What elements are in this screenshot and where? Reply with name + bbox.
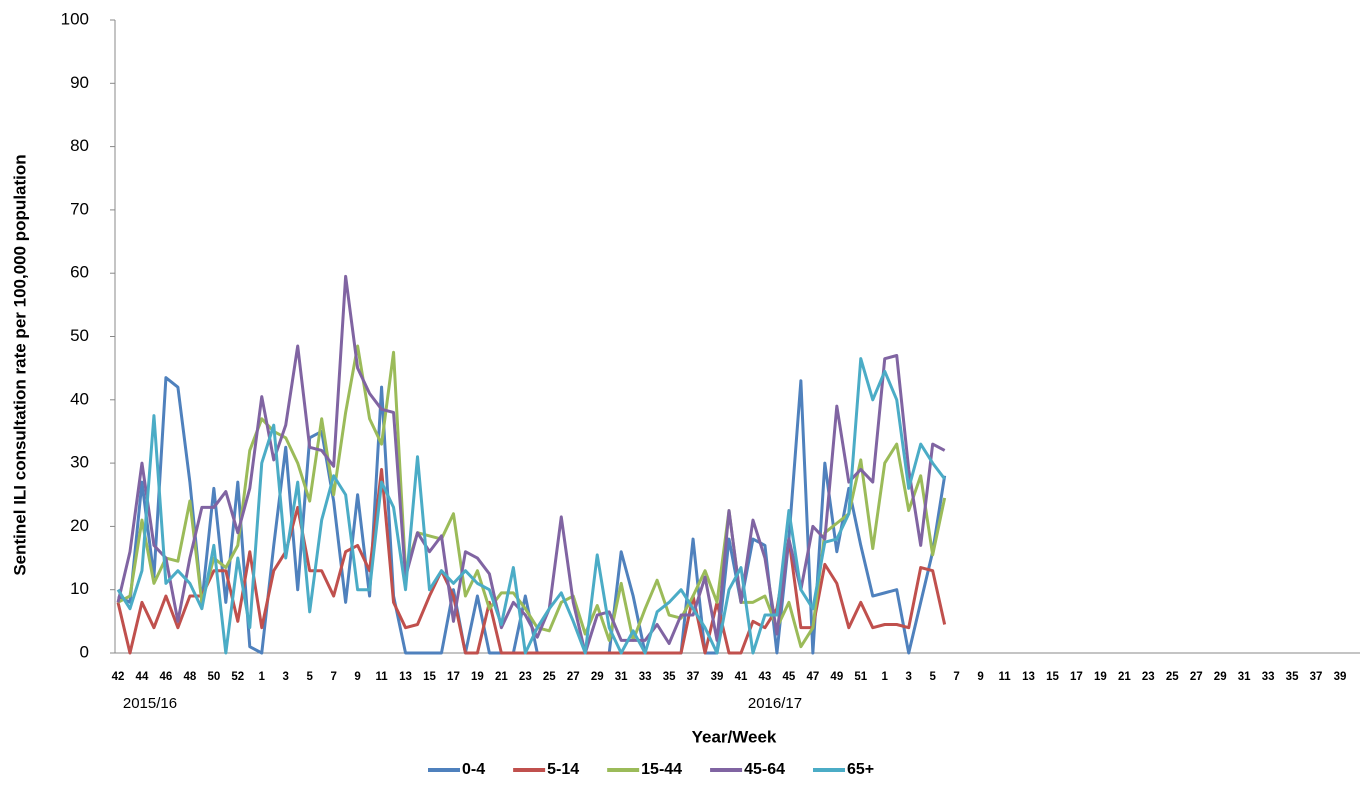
x-tick-label: 3 xyxy=(906,671,912,683)
y-tick-label: 10 xyxy=(70,579,89,598)
y-axis-title: Sentinel ILI consultation rate per 100,0… xyxy=(10,154,29,575)
x-tick-label: 49 xyxy=(830,671,843,683)
x-tick-label: 39 xyxy=(711,671,724,683)
x-tick-label: 11 xyxy=(375,671,388,683)
x-tick-label: 19 xyxy=(471,671,484,683)
x-tick-label: 23 xyxy=(1142,671,1155,683)
x-tick-label: 39 xyxy=(1334,671,1347,683)
y-tick-label: 30 xyxy=(70,453,89,472)
x-tick-label: 17 xyxy=(447,671,460,683)
y-tick-label: 50 xyxy=(70,326,89,345)
legend-label: 65+ xyxy=(847,761,874,778)
x-tick-label: 5 xyxy=(929,671,936,683)
x-tick-label: 31 xyxy=(615,671,628,683)
period-label: 2016/17 xyxy=(748,695,802,712)
x-axis-title: Year/Week xyxy=(692,727,777,746)
y-tick-label: 80 xyxy=(70,136,89,155)
x-tick-label: 1 xyxy=(259,671,266,683)
series-line xyxy=(116,357,946,655)
x-tick-label: 42 xyxy=(112,671,125,683)
x-tick-label: 25 xyxy=(543,671,556,683)
x-tick-label: 44 xyxy=(136,671,149,683)
x-tick-label: 7 xyxy=(953,671,959,683)
y-tick-label: 40 xyxy=(70,389,89,408)
x-tick-label: 29 xyxy=(591,671,604,683)
x-tick-label: 15 xyxy=(423,671,436,683)
x-tick-label: 33 xyxy=(1262,671,1275,683)
series-line xyxy=(116,467,947,655)
series-line xyxy=(116,274,946,655)
x-tick-label: 21 xyxy=(1118,671,1131,683)
y-tick-label: 90 xyxy=(70,73,89,92)
x-tick-label: 29 xyxy=(1214,671,1227,683)
x-tick-label: 7 xyxy=(330,671,336,683)
x-tick-label: 45 xyxy=(783,671,796,683)
x-tick-label: 37 xyxy=(687,671,700,683)
x-tick-label: 11 xyxy=(998,671,1011,683)
x-tick-label: 25 xyxy=(1166,671,1179,683)
legend-label: 0-4 xyxy=(462,761,485,778)
x-tick-label: 23 xyxy=(519,671,532,683)
legend-label: 45-64 xyxy=(744,761,785,778)
x-tick-label: 15 xyxy=(1046,671,1059,683)
x-tick-label: 3 xyxy=(283,671,289,683)
x-tick-label: 47 xyxy=(806,671,819,683)
x-tick-label: 51 xyxy=(854,671,867,683)
x-tick-label: 13 xyxy=(1022,671,1035,683)
legend-label: 15-44 xyxy=(641,761,682,778)
x-tick-label: 9 xyxy=(354,671,360,683)
x-tick-label: 35 xyxy=(663,671,676,683)
x-tick-label: 1 xyxy=(882,671,889,683)
y-tick-label: 20 xyxy=(70,516,89,535)
x-tick-label: 35 xyxy=(1286,671,1299,683)
x-tick-label: 27 xyxy=(1190,671,1203,683)
x-tick-label: 37 xyxy=(1310,671,1323,683)
legend-label: 5-14 xyxy=(547,761,579,778)
x-tick-label: 9 xyxy=(977,671,983,683)
x-tick-label: 13 xyxy=(399,671,412,683)
x-tick-label: 48 xyxy=(183,671,196,683)
x-tick-label: 17 xyxy=(1070,671,1083,683)
x-tick-label: 21 xyxy=(495,671,508,683)
x-tick-label: 31 xyxy=(1238,671,1251,683)
x-tick-label: 50 xyxy=(207,671,220,683)
y-tick-label: 100 xyxy=(61,9,89,28)
x-tick-label: 43 xyxy=(759,671,772,683)
y-tick-label: 70 xyxy=(70,199,89,218)
x-tick-label: 27 xyxy=(567,671,580,683)
x-tick-label: 41 xyxy=(735,671,748,683)
x-tick-label: 19 xyxy=(1094,671,1107,683)
y-tick-label: 0 xyxy=(80,642,89,661)
y-tick-label: 60 xyxy=(70,263,89,282)
period-label: 2015/16 xyxy=(123,695,177,712)
x-tick-label: 33 xyxy=(639,671,652,683)
x-tick-label: 46 xyxy=(160,671,173,683)
x-tick-label: 52 xyxy=(231,671,244,683)
x-tick-label: 5 xyxy=(306,671,313,683)
